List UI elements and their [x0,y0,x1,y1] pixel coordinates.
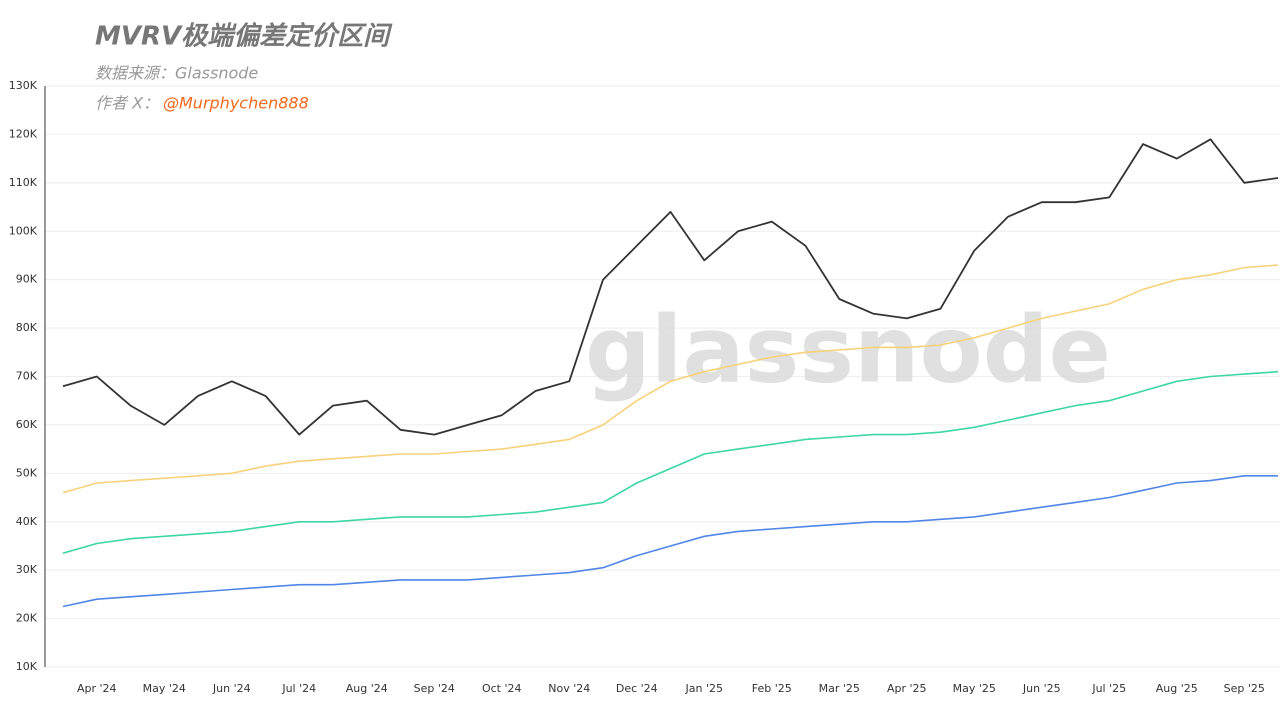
author-handle: @Murphychen888 [163,94,309,113]
series-line [62,475,1278,608]
x-tick-label: Jul '25 [1091,682,1126,695]
x-tick-label: Jun '25 [1022,682,1061,695]
y-tick-label: 10K [16,660,38,673]
series-line [62,370,1279,554]
x-tick-label: Dec '24 [616,682,658,695]
x-tick-label: Aug '25 [1156,682,1198,695]
y-tick-label: 130K [9,79,38,92]
x-tick-label: Apr '24 [77,682,117,695]
y-tick-label: 60K [16,418,38,431]
x-tick-label: Sep '25 [1224,682,1265,695]
x-tick-label: Apr '25 [887,682,927,695]
x-tick-label: May '24 [143,682,186,695]
y-tick-label: 40K [16,515,38,528]
y-tick-label: 70K [16,370,38,383]
x-tick-label: Jan '25 [685,682,723,695]
y-tick-label: 110K [9,176,38,189]
x-tick-label: Aug '24 [346,682,388,695]
x-tick-label: Oct '24 [482,682,522,695]
x-tick-label: Mar '25 [819,682,860,695]
source: 数据来源：Glassnode [95,64,258,83]
y-tick-label: 120K [9,127,38,140]
x-tick-label: Jul '24 [281,682,316,695]
series-line [62,138,1279,436]
y-tick-label: 80K [16,321,38,334]
y-tick-label: 50K [16,466,38,479]
x-tick-label: Nov '24 [548,682,590,695]
x-tick-label: Jun '24 [212,682,251,695]
chart-title: MVRV极端偏差定价区间 [95,22,393,52]
author-label: 作者 X： [95,94,159,113]
x-tick-label: Sep '24 [414,682,455,695]
series-line [62,264,1279,494]
y-tick-label: 100K [9,224,38,237]
x-tick-label: Feb '25 [752,682,792,695]
y-tick-label: 20K [16,612,38,625]
y-tick-label: 30K [16,563,38,576]
x-tick-label: May '25 [953,682,996,695]
y-tick-label: 90K [16,273,38,286]
